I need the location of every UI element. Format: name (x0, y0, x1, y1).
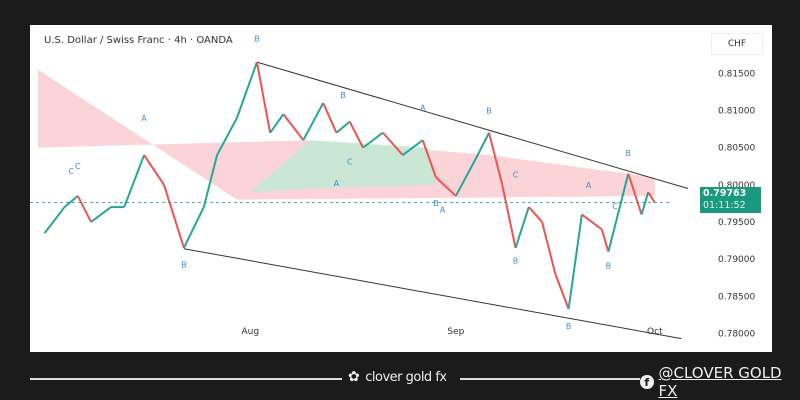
price-segment (322, 102, 338, 134)
price-segment (454, 158, 477, 197)
wave-label: C (68, 167, 74, 176)
x-tick-label: Aug (241, 327, 259, 337)
price-segment (76, 195, 92, 223)
price-segment (474, 132, 490, 160)
price-segment (402, 139, 424, 156)
wave-label: C (347, 158, 353, 167)
price-segment (43, 206, 66, 234)
bar-countdown: 01:11:52 (703, 200, 746, 211)
price-segment (435, 176, 457, 197)
price-segment (627, 173, 643, 215)
price-segment (90, 206, 112, 223)
clover-icon: ✿ (348, 369, 360, 385)
footer-divider (30, 378, 342, 380)
footer-divider (460, 378, 640, 380)
x-tick-label: Sep (447, 327, 464, 337)
chart-panel[interactable]: B A C C B A C B A B B A C B B A C B B 0.81500 0.81000 0.80500… (30, 25, 772, 352)
wave-label: B (433, 199, 439, 208)
price-segment (63, 195, 79, 208)
price-segment (567, 214, 583, 310)
price-segment (581, 213, 603, 231)
price-segment (382, 132, 404, 156)
price-segment (607, 173, 630, 252)
y-tick-label: 0.79000 (718, 255, 755, 265)
price-segment (421, 139, 437, 178)
wave-label: C (612, 202, 618, 211)
brand-name: clover gold fx (365, 369, 447, 385)
channel-trendline (183, 248, 682, 340)
y-tick-label: 0.79500 (718, 218, 755, 228)
price-segment (348, 121, 364, 149)
social-handle[interactable]: @CLOVER GOLD FX (658, 364, 782, 400)
price-segment (163, 184, 185, 249)
price-segment (541, 221, 557, 275)
wave-label: C (513, 170, 519, 179)
price-segment (183, 206, 205, 249)
price-segment (335, 120, 351, 134)
wave-label: B (566, 322, 572, 331)
x-tick-label: Oct (647, 327, 663, 337)
wave-label: B (254, 34, 260, 43)
price-segment (202, 154, 219, 208)
price-segment (302, 102, 325, 141)
price-segment (554, 273, 570, 310)
price-segment (600, 229, 610, 252)
price-segment (640, 191, 650, 215)
current-price-badge: 0.79763 01:11:52 (700, 187, 761, 213)
brand: ✿ clover gold fx (348, 369, 447, 385)
wave-label: A (440, 205, 446, 214)
wave-label: B (340, 91, 346, 100)
price-segment (269, 113, 285, 134)
currency-label[interactable]: CHF (711, 33, 763, 55)
wave-label: B (626, 149, 632, 158)
wave-label: A (141, 114, 147, 123)
wave-label: A (420, 103, 426, 112)
channel-trendline (256, 61, 689, 189)
y-tick-label: 0.81500 (718, 69, 755, 79)
social-link[interactable]: f @CLOVER GOLD FX (640, 364, 800, 400)
wave-label: B (513, 256, 519, 265)
facebook-icon: f (640, 375, 654, 389)
price-segment (362, 131, 384, 149)
price-segment (255, 61, 272, 133)
price-segment (514, 206, 530, 249)
y-tick-label: 0.78500 (718, 292, 755, 302)
chart-title: U.S. Dollar / Swiss Franc · 4h · OANDA (44, 35, 233, 46)
y-tick-label: 0.78000 (718, 329, 755, 339)
price-segment (282, 113, 305, 141)
price-segment (488, 132, 504, 186)
price-segment (143, 154, 165, 186)
wave-label: A (586, 181, 592, 190)
wave-label: B (486, 107, 492, 116)
wave-label: B (606, 262, 612, 271)
price-segment (236, 61, 258, 119)
y-tick-label: 0.80500 (718, 144, 755, 154)
current-price: 0.79763 (703, 188, 747, 199)
y-tick-label: 0.80000 (718, 181, 755, 191)
price-segment (528, 206, 543, 223)
price-segment (501, 184, 517, 249)
bearish-cloud (38, 69, 655, 200)
price-segment (123, 154, 146, 208)
wave-label: A (334, 179, 340, 188)
price-segment (647, 191, 656, 204)
wave-label: B (181, 261, 187, 270)
price-segment (216, 117, 238, 156)
bullish-cloud (250, 140, 436, 193)
y-tick-label: 0.81000 (718, 106, 755, 116)
wave-label: C (75, 162, 81, 171)
